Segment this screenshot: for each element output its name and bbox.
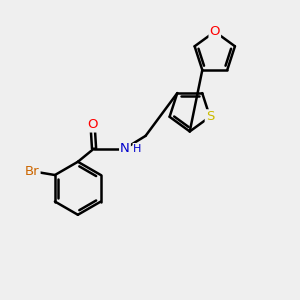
Text: O: O (209, 25, 220, 38)
Text: H: H (133, 143, 142, 154)
Text: Br: Br (25, 165, 40, 178)
Text: S: S (206, 110, 214, 123)
Text: O: O (87, 118, 98, 131)
Text: N: N (120, 142, 130, 155)
